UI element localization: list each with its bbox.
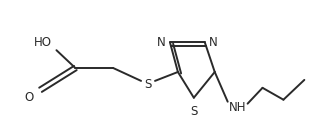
Text: O: O	[24, 91, 33, 104]
Text: NH: NH	[229, 101, 246, 114]
Text: N: N	[157, 36, 165, 49]
Text: N: N	[209, 36, 218, 49]
Text: HO: HO	[33, 36, 51, 49]
Text: S: S	[190, 105, 197, 118]
Text: S: S	[144, 78, 152, 91]
